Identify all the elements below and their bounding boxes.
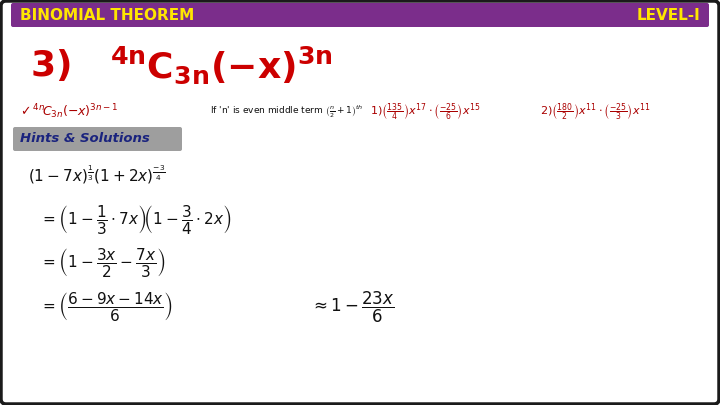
Text: $=\left(1-\dfrac{1}{3}\cdot 7x\right)\!\left(1-\dfrac{3}{4}\cdot 2x\right)$: $=\left(1-\dfrac{1}{3}\cdot 7x\right)\!\… xyxy=(40,202,232,235)
Text: $\checkmark\,{}^{4n}\!C_{3n}(-x)^{3n-1}$: $\checkmark\,{}^{4n}\!C_{3n}(-x)^{3n-1}$ xyxy=(20,102,119,122)
FancyBboxPatch shape xyxy=(11,3,709,27)
Text: $\bf{{}^{4n}C_{3n}(-x)^{3n}}$: $\bf{{}^{4n}C_{3n}(-x)^{3n}}$ xyxy=(110,44,333,86)
Text: $1)\left(\frac{135}{4}\right)x^{17}\cdot\left(\frac{-25}{6}\right)x^{15}$: $1)\left(\frac{135}{4}\right)x^{17}\cdot… xyxy=(370,101,481,123)
Text: $2)\left(\frac{180}{2}\right)x^{11}\cdot\left(\frac{-25}{3}\right)x^{11}$: $2)\left(\frac{180}{2}\right)x^{11}\cdot… xyxy=(540,101,651,123)
Text: $=\left(\dfrac{6-9x-14x}{6}\right)$: $=\left(\dfrac{6-9x-14x}{6}\right)$ xyxy=(40,290,173,324)
Text: $(1-7x)^{\frac{1}{3}}(1+2x)^{\frac{-3}{4}}$: $(1-7x)^{\frac{1}{3}}(1+2x)^{\frac{-3}{4… xyxy=(28,164,166,186)
Text: Hints & Solutions: Hints & Solutions xyxy=(20,132,150,145)
Text: If 'n' is even middle term $\left(\frac{n}{2}+1\right)^{th}$: If 'n' is even middle term $\left(\frac{… xyxy=(210,104,363,120)
FancyBboxPatch shape xyxy=(13,127,182,151)
Text: $\approx 1-\dfrac{23x}{6}$: $\approx 1-\dfrac{23x}{6}$ xyxy=(310,290,395,324)
Text: $\bf{3)}$: $\bf{3)}$ xyxy=(30,47,71,83)
Text: LEVEL-I: LEVEL-I xyxy=(636,8,700,23)
Text: $=\left(1-\dfrac{3x}{2}-\dfrac{7x}{3}\right)$: $=\left(1-\dfrac{3x}{2}-\dfrac{7x}{3}\ri… xyxy=(40,247,165,279)
Text: BINOMIAL THEOREM: BINOMIAL THEOREM xyxy=(20,8,194,23)
